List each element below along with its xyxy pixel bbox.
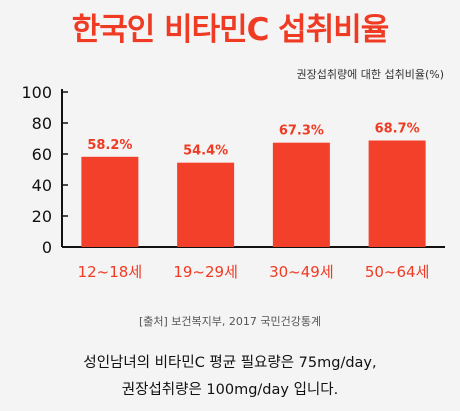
bar-value-label: 58.2%: [87, 138, 132, 153]
source-note: [출처] 보건복지부, 2017 국민건강통계: [138, 315, 322, 328]
bar-chart: 0 20 40 60 80 100 58.2% 12~18세 54.4% 19~29세 67.3% 3…: [21, 83, 445, 281]
y-tick-label: 60: [32, 145, 52, 164]
bar-value-label: 68.7%: [375, 122, 420, 137]
y-axis-unit-label: 권장섭취량에 대한 섭취비율(%): [296, 68, 444, 81]
info-line-1: 성인남녀의 비타민C 평균 필요량은 75mg/day,: [83, 355, 377, 371]
y-tick-label: 80: [32, 114, 52, 133]
bar: [368, 140, 426, 247]
y-tick-label: 20: [32, 207, 52, 226]
info-line-2: 권장섭취량은 100mg/day 입니다.: [121, 382, 339, 398]
y-tick-label: 40: [32, 176, 52, 195]
bar: [177, 162, 235, 247]
x-category-label: 50~64세: [365, 263, 430, 281]
x-category-label: 30~49세: [269, 263, 334, 281]
y-tick-label: 100: [21, 83, 52, 102]
chart-title: 한국인 비타민C 섭취비율: [71, 12, 390, 48]
bar-value-label: 54.4%: [183, 144, 228, 159]
x-category-label: 12~18세: [78, 263, 143, 281]
bar: [81, 156, 139, 247]
bar: [272, 142, 330, 247]
x-category-label: 19~29세: [173, 263, 238, 281]
bar-value-label: 67.3%: [279, 124, 324, 139]
y-tick-label: 0: [42, 238, 52, 257]
